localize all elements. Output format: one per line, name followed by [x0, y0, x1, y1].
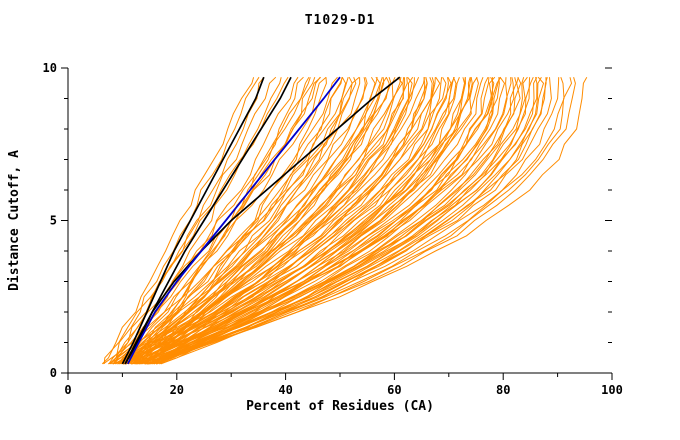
ensemble-model-curve [156, 77, 500, 365]
model-black-3-curve [124, 76, 401, 365]
ensemble-model-curve [124, 77, 457, 365]
ensemble-model-curve [146, 77, 565, 365]
ensemble-model-curve [151, 77, 428, 365]
ensemble-model-curve [160, 77, 517, 365]
ensemble-model-curve [117, 77, 402, 365]
y-tick-label: 0 [50, 366, 57, 380]
ensemble-model-curve [121, 77, 343, 365]
x-tick-label: 0 [64, 383, 71, 397]
x-tick-label: 20 [170, 383, 184, 397]
ensemble-model-curve [148, 77, 521, 365]
x-tick-label: 60 [387, 383, 401, 397]
ensemble-model-curve [147, 77, 500, 365]
ensemble-model-curve [147, 76, 534, 365]
ensemble-model-curve [135, 77, 552, 365]
x-tick-label: 80 [496, 383, 510, 397]
ensemble-model-curve [110, 77, 383, 365]
ensemble-model-curve [120, 76, 390, 365]
ensemble-model-curve [125, 76, 447, 365]
ensemble-model-curve [134, 77, 425, 365]
y-tick-label: 5 [50, 214, 57, 228]
ensemble-model-curve [154, 77, 406, 365]
ensemble-model-curve [148, 77, 327, 365]
ensemble-model-curve [149, 76, 353, 365]
ensemble-model-curve [114, 77, 435, 365]
ensemble-model-curve [152, 76, 455, 365]
ensemble-model-curve [146, 77, 547, 365]
ensemble-model-curve [137, 77, 455, 365]
ensemble-model-curve [125, 77, 436, 365]
ensemble-model-curve [112, 77, 472, 365]
ensemble-model-curve [137, 77, 343, 365]
ensemble-model-curve [144, 77, 576, 365]
ensemble-model-curve [103, 76, 289, 364]
ensemble-model-curve [123, 77, 512, 365]
x-axis-label: Percent of Residues (CA) [246, 399, 434, 414]
ensemble-model-curve [132, 76, 403, 365]
ensemble-model-curve [130, 76, 322, 365]
x-tick-label: 100 [601, 383, 623, 397]
ensemble-model-curve [155, 77, 471, 365]
ensemble-model-curve [141, 77, 460, 365]
ensemble-model-curve [136, 76, 528, 365]
ensemble-model-curve [133, 77, 443, 365]
model-black-1-curve [121, 76, 265, 365]
ensemble-model-curve [101, 77, 255, 365]
ensemble-model-curve [114, 76, 265, 365]
ensemble-model-curve [107, 77, 405, 365]
chart-title: T1029-D1 [304, 13, 376, 28]
ensemble-model-curve [130, 76, 387, 365]
ensemble-model-curve [136, 76, 489, 365]
ensemble-model-curve [117, 77, 494, 365]
ensemble-model-curve [124, 77, 479, 365]
y-tick-label: 10 [43, 61, 57, 75]
x-tick-label: 40 [278, 383, 292, 397]
ensemble-model-curve [119, 77, 378, 365]
ensemble-model-curve [108, 76, 277, 365]
ensemble-model-curve [130, 77, 531, 365]
ensemble-model-curve [131, 76, 506, 365]
model-blue-curve [126, 76, 341, 365]
